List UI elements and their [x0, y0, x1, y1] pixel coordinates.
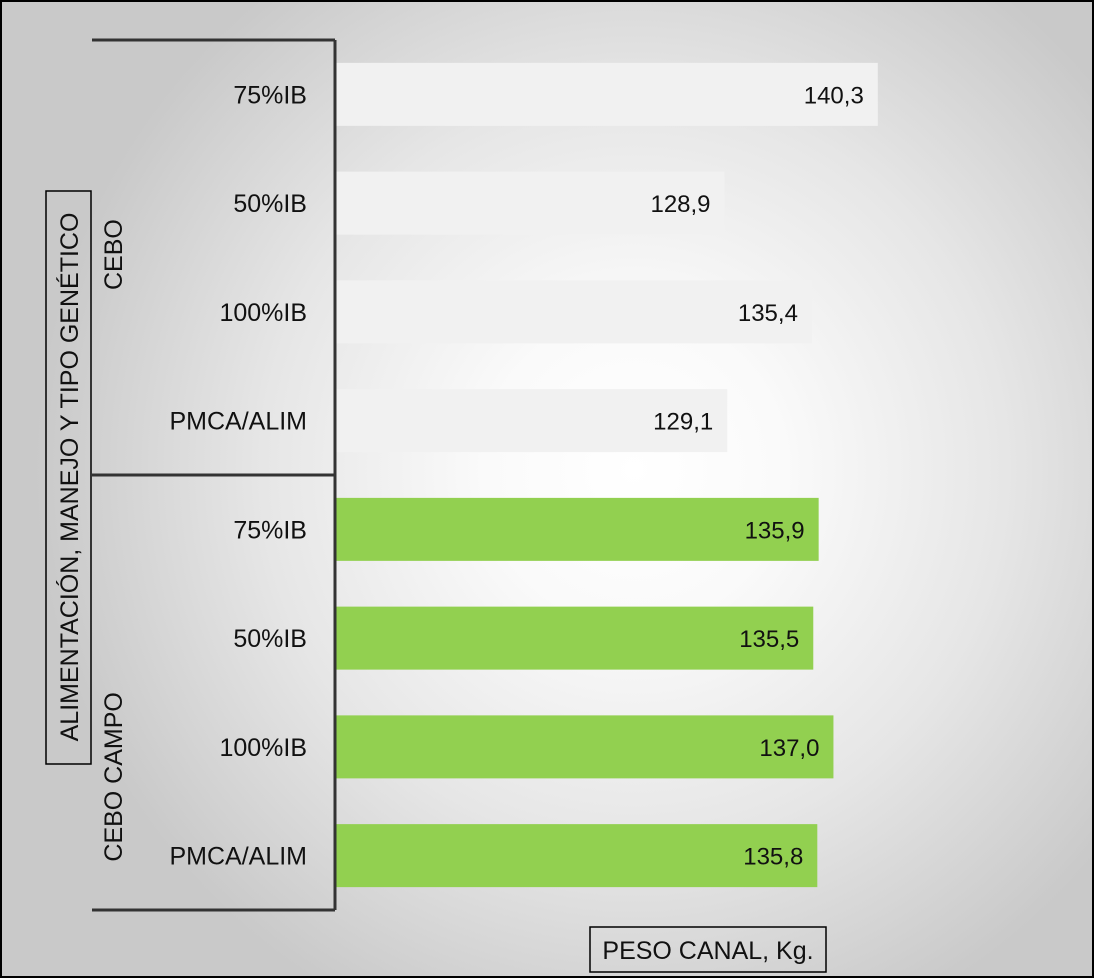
- value-label-cebo-campo-pmca-alim: 135,8: [743, 844, 803, 871]
- bar-cebo-campo-50pctib: [336, 606, 814, 670]
- bar-cebo-pmca-alim: [336, 389, 728, 453]
- value-label-cebo-pmca-alim: 129,1: [653, 409, 713, 436]
- value-label-cebo-50pctib: 128,9: [650, 191, 710, 218]
- y-axis-title-box: [45, 190, 92, 765]
- bar-cebo-campo-75pctib: [336, 497, 819, 561]
- value-label-cebo-campo-50pctib: 135,5: [739, 626, 799, 653]
- bar-cebo-100pctib: [336, 280, 812, 344]
- y-axis-title: ALIMENTACIÓN, MANEJO Y TIPO GENÉTICO: [55, 213, 84, 742]
- bar-cebo-campo-100pctib: [336, 715, 834, 779]
- value-label-cebo-campo-75pctib: 135,9: [745, 517, 805, 544]
- category-label-cebo-pmca-alim: PMCA/ALIM: [169, 408, 307, 436]
- labels-layer: 75%IB 140,3 50%IB 128,9 100%IB 135,4 PMCA/ALIM…: [100, 81, 864, 870]
- category-label-cebo-75pctib: 75%IB: [233, 81, 307, 109]
- bar-cebo-50pctib: [336, 171, 725, 235]
- category-label-cebo-100pctib: 100%IB: [219, 299, 307, 327]
- bars-layer: [336, 62, 878, 888]
- category-label-cebo-50pctib: 50%IB: [233, 190, 307, 218]
- value-label-cebo-75pctib: 140,3: [804, 82, 864, 109]
- value-label-cebo-campo-100pctib: 137,0: [759, 735, 819, 762]
- category-label-cebo-campo-50pctib: 50%IB: [233, 625, 307, 653]
- x-axis-title-box: [589, 926, 827, 973]
- category-label-cebo-campo-100pctib: 100%IB: [219, 734, 307, 762]
- bar-cebo-75pctib: [336, 62, 878, 126]
- axes-layer: [92, 38, 337, 912]
- category-label-cebo-campo-75pctib: 75%IB: [233, 516, 307, 544]
- x-axis-title: PESO CANAL, Kg.: [602, 937, 813, 965]
- value-label-cebo-100pctib: 135,4: [738, 300, 798, 327]
- category-label-cebo-campo-pmca-alim: PMCA/ALIM: [169, 843, 307, 871]
- group-label-cebo-campo: CEBO CAMPO: [100, 692, 128, 861]
- bar-cebo-campo-pmca-alim: [336, 824, 818, 888]
- group-label-cebo: CEBO: [100, 219, 128, 290]
